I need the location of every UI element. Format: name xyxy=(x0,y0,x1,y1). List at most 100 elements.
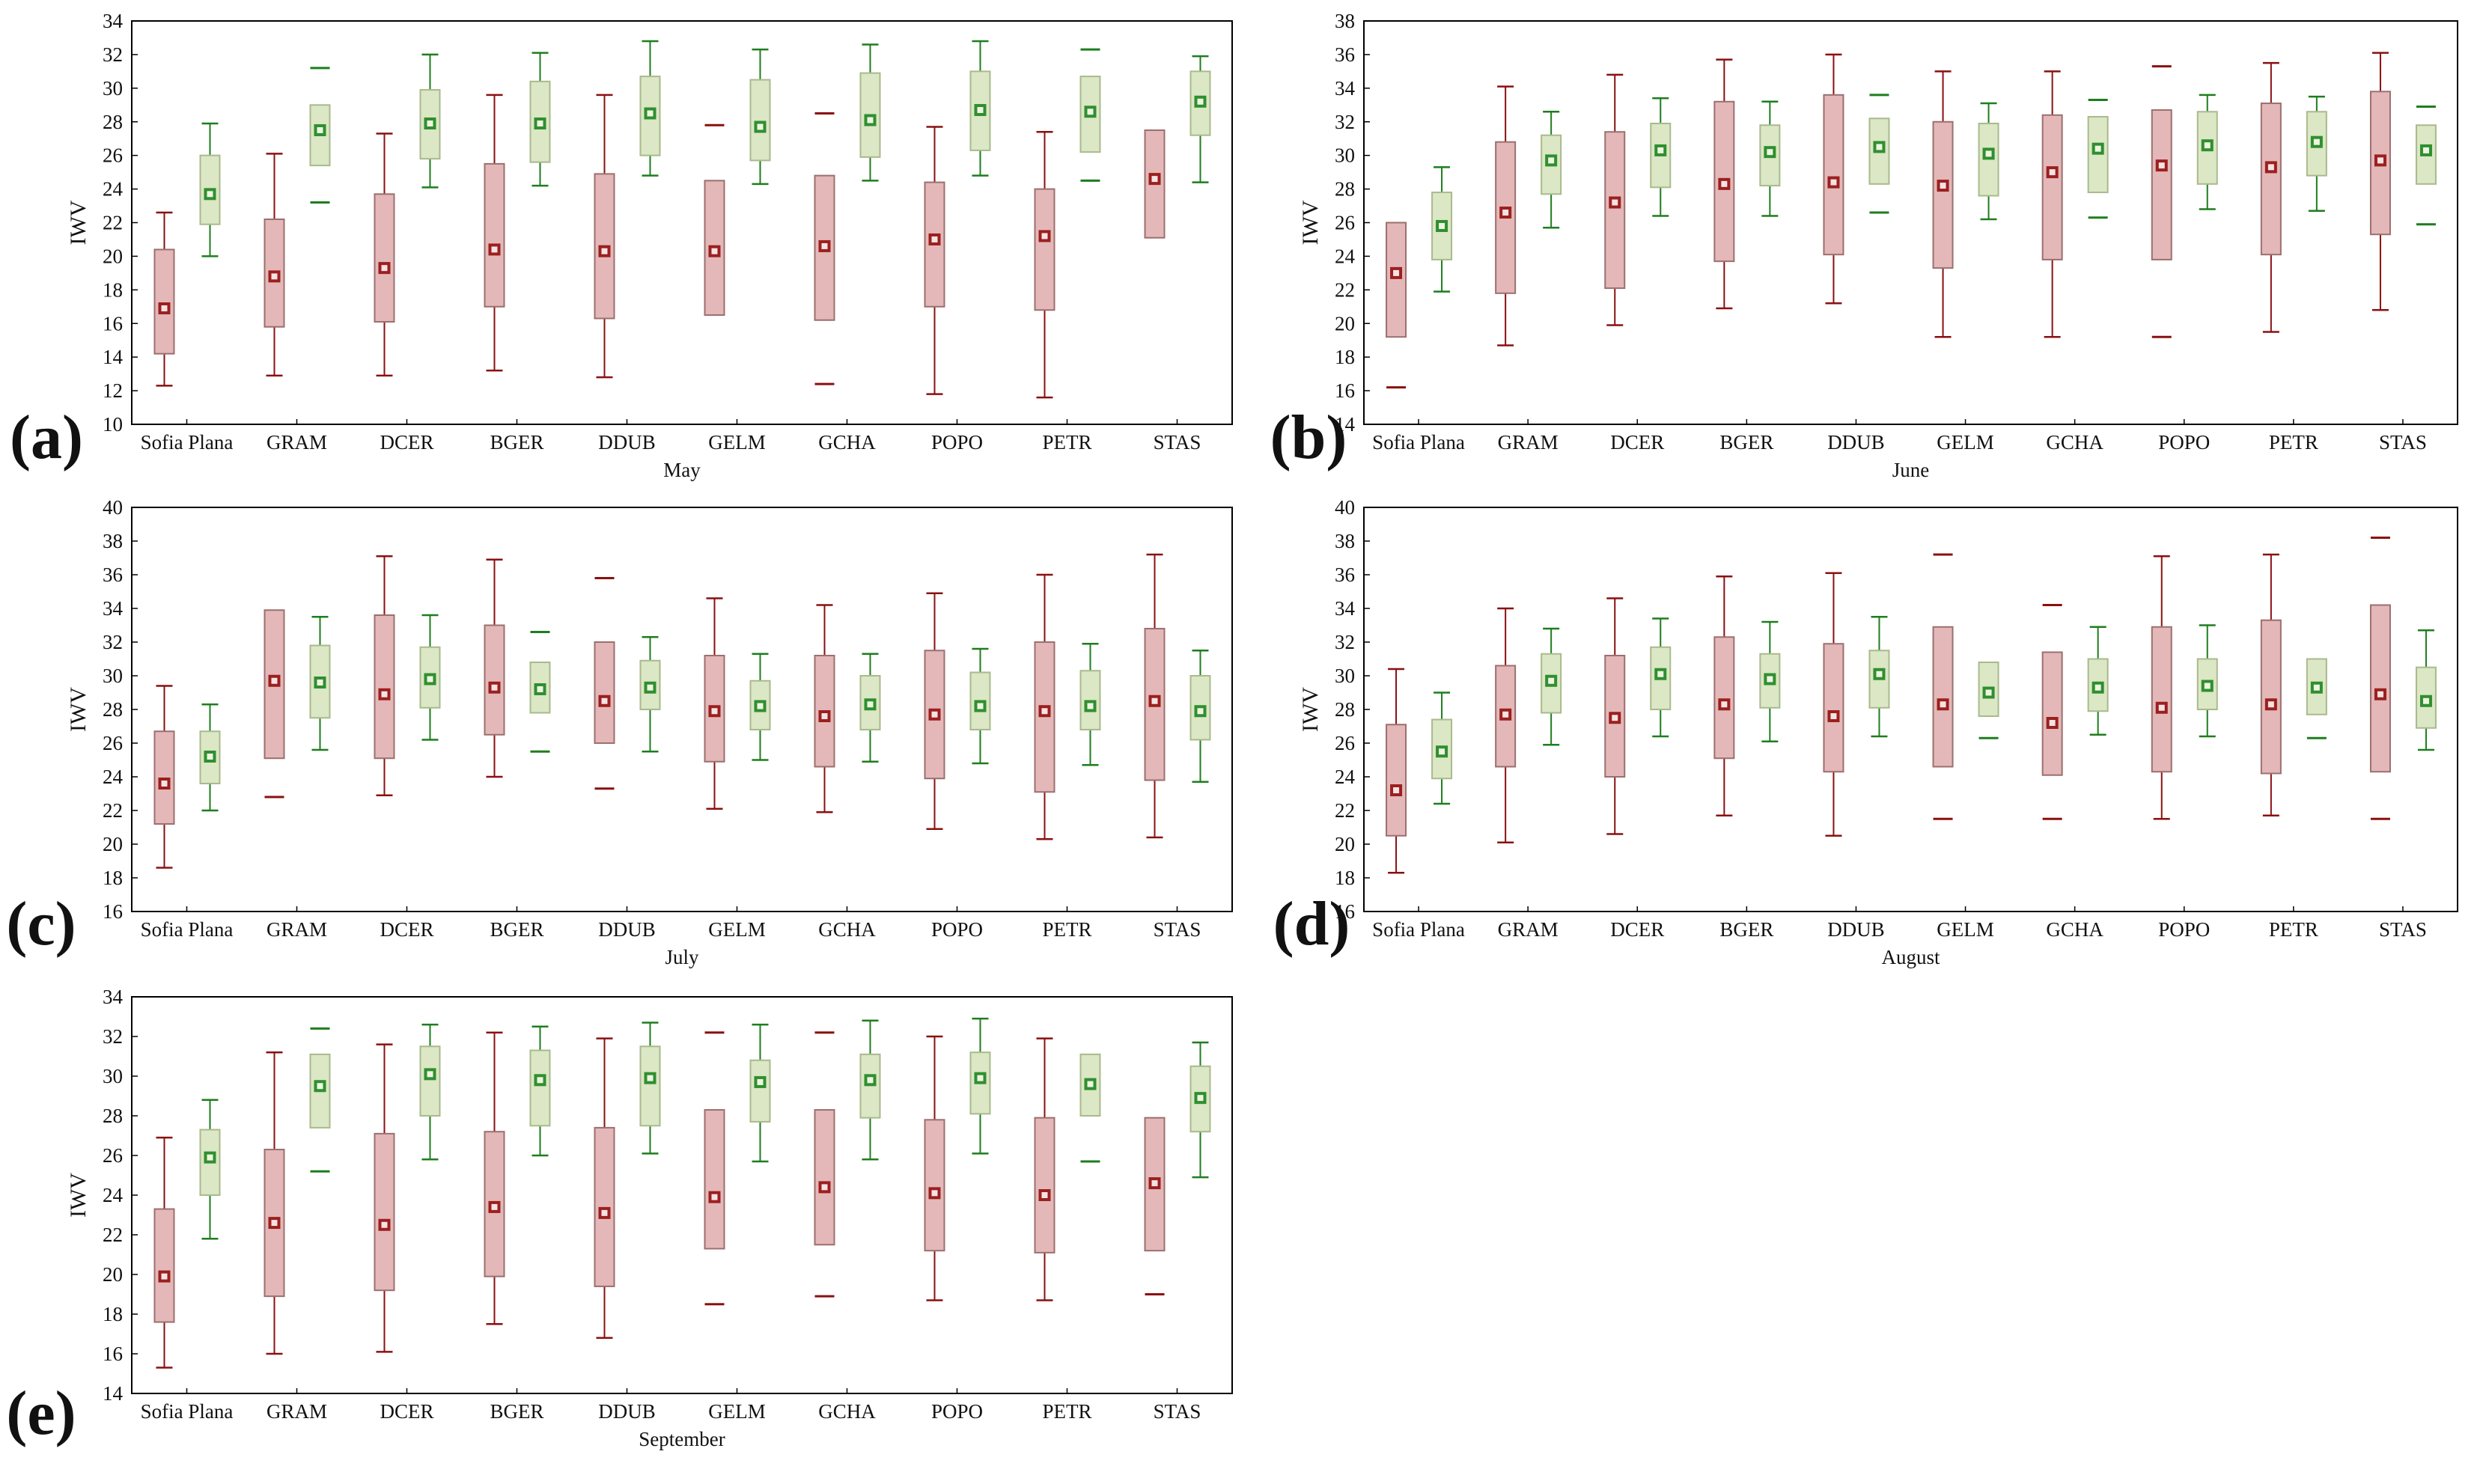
plot-border xyxy=(131,20,1233,425)
mean-marker xyxy=(974,700,987,712)
y-tick-label: 16 xyxy=(103,1343,123,1365)
mean-marker xyxy=(268,674,281,687)
mean-marker xyxy=(864,698,877,711)
mean-marker xyxy=(424,1068,436,1081)
x-station-label: GCHA xyxy=(2046,918,2103,941)
box-red-petr xyxy=(1034,130,1055,399)
iqr-box xyxy=(1823,643,1844,773)
mean-marker xyxy=(1764,146,1776,159)
box-red-gram xyxy=(1495,607,1517,843)
mean-marker xyxy=(1436,219,1448,232)
iqr-box xyxy=(1386,724,1407,837)
iqr-box xyxy=(1932,626,1954,768)
box-red-gram xyxy=(263,609,285,799)
chart-panel-c: 40 38 36 34 32 30 28 26 24 22 20 18 16 Sofia Plana GRA… xyxy=(6,496,1233,968)
y-tick-label: 34 xyxy=(103,986,124,1008)
box-green-bger xyxy=(1759,620,1781,742)
box-green-gcha xyxy=(2087,99,2109,219)
mean-marker xyxy=(754,120,767,133)
y-tick-label: 38 xyxy=(103,530,123,552)
y-tick-label: 16 xyxy=(1335,900,1355,923)
y-tick-label: 38 xyxy=(1335,10,1355,32)
box-green-gram xyxy=(309,616,331,751)
mean-marker xyxy=(314,123,326,136)
iqr-box xyxy=(639,1045,661,1127)
x-station-label: STAS xyxy=(2379,431,2427,454)
box-red-sofia-plana xyxy=(153,685,175,869)
mean-marker xyxy=(928,233,941,245)
mean-marker xyxy=(2201,139,2214,152)
mean-marker xyxy=(1937,698,1949,711)
box-red-ddub xyxy=(1823,572,1844,837)
iqr-box xyxy=(153,248,175,355)
y-tick-label: 16 xyxy=(103,312,123,335)
mean-marker xyxy=(598,694,611,707)
box-green-sofia-plana xyxy=(199,122,221,257)
y-tick-label: 30 xyxy=(103,1065,123,1087)
box-red-popo xyxy=(2151,65,2172,338)
box-red-petr xyxy=(1034,573,1055,840)
iqr-box xyxy=(2151,109,2172,260)
mean-marker xyxy=(534,117,546,129)
mean-marker xyxy=(378,1218,391,1231)
y-tick-label: 26 xyxy=(103,144,123,167)
mean-marker xyxy=(864,1074,877,1087)
mean-marker xyxy=(928,1187,941,1200)
x-station-label: DDUB xyxy=(598,431,656,454)
x-station-label: Sofia Plana xyxy=(141,918,234,941)
mean-marker xyxy=(158,1270,171,1283)
box-red-ddub xyxy=(594,94,615,379)
box-red-ddub xyxy=(1823,53,1844,305)
box-green-stas xyxy=(2415,106,2437,226)
mean-marker xyxy=(2374,154,2386,167)
box-red-gcha xyxy=(814,604,835,813)
y-tick-label: 34 xyxy=(103,10,124,32)
x-station-label: PETR xyxy=(2269,431,2318,454)
y-tick-label: 30 xyxy=(1335,144,1355,167)
panel-label: (e) xyxy=(6,1378,76,1448)
box-green-gcha xyxy=(859,653,881,763)
mean-marker xyxy=(708,705,721,718)
iqr-box xyxy=(374,614,395,760)
iqr-box xyxy=(969,1051,991,1115)
mean-marker xyxy=(1038,1189,1051,1201)
x-station-label: GELM xyxy=(708,431,766,454)
box-green-stas xyxy=(1189,55,1211,183)
x-station-label: GRAM xyxy=(266,431,327,454)
iqr-box xyxy=(2260,619,2282,775)
box-red-stas xyxy=(2369,537,2391,820)
x-axis-month-label: June xyxy=(1892,459,1930,481)
box-red-dcer xyxy=(374,555,395,796)
x-station-label: DCER xyxy=(380,918,433,941)
box-red-dcer xyxy=(1604,597,1626,835)
x-axis-month-label: July xyxy=(665,946,699,968)
iqr-box xyxy=(2151,626,2172,773)
iqr-box xyxy=(199,154,221,225)
x-station-label: DDUB xyxy=(598,1400,656,1423)
y-tick-label: 24 xyxy=(103,766,124,788)
box-green-gram xyxy=(309,67,331,204)
box-red-popo xyxy=(924,1035,945,1301)
iqr-box xyxy=(1386,222,1407,338)
box-red-gelm xyxy=(704,597,725,810)
x-station-label: PETR xyxy=(1042,918,1091,941)
x-station-label: POPO xyxy=(931,918,983,941)
y-tick-label: 36 xyxy=(1335,564,1355,586)
y-tick-label: 20 xyxy=(103,833,123,855)
y-tick-label: 10 xyxy=(103,413,123,436)
y-tick-label: 24 xyxy=(1335,245,1356,267)
iqr-box xyxy=(2041,114,2063,260)
box-green-ddub xyxy=(639,636,661,753)
box-red-bger xyxy=(484,1031,505,1325)
mean-marker xyxy=(1545,674,1558,687)
x-station-label: POPO xyxy=(931,1400,983,1423)
mean-marker xyxy=(1873,668,1886,680)
x-axis-month-label: May xyxy=(663,459,701,481)
y-tick-label: 40 xyxy=(1335,496,1355,519)
box-red-petr xyxy=(2260,553,2282,816)
box-red-petr xyxy=(1034,1037,1055,1301)
iqr-box xyxy=(374,193,395,323)
y-tick-label: 22 xyxy=(103,212,123,234)
mean-marker xyxy=(1545,154,1558,167)
